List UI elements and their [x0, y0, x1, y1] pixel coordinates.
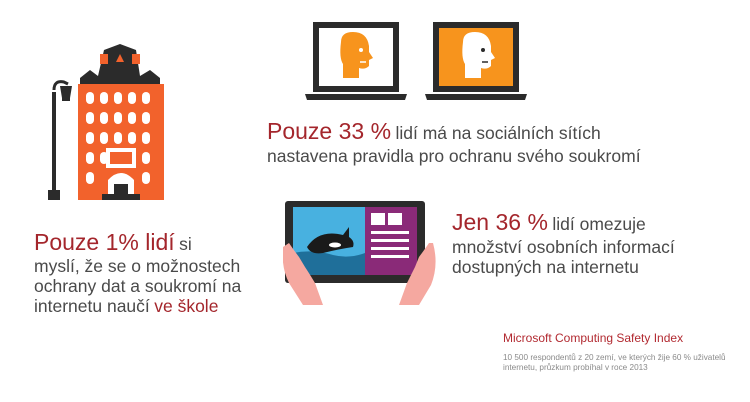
source-note: Microsoft Computing Safety Index 10 500 …	[503, 331, 748, 373]
fact-building-text-3: ochrany dat a soukromí na	[34, 276, 242, 296]
fact-building-text-2: myslí, že se o možnostech	[34, 256, 241, 276]
orca-icon	[307, 227, 354, 254]
building-icon	[78, 44, 164, 200]
fact-building-text-4: internetu naučí	[34, 296, 150, 316]
face-icon	[340, 32, 373, 78]
source-description-1: 10 500 respondentů z 20 zemí, ve kterých…	[503, 353, 726, 362]
source-description-2: internetu, průzkum probíhal v roce 2013	[503, 363, 648, 372]
fact-laptops-highlight: Pouze 33 %	[267, 118, 392, 144]
fact-building-highlight: Pouze 1% lidí	[34, 229, 175, 255]
street-lamp-icon	[48, 80, 72, 200]
source-title: Microsoft Computing Safety Index	[503, 331, 684, 345]
tablet-illustration	[283, 201, 436, 305]
fact-building: Pouze 1% lidí si myslí, že se o možnoste…	[34, 229, 279, 317]
fact-tablet-text-2: množství osobních informací	[452, 237, 675, 257]
fact-laptops: Pouze 33 % lidí má na sociálních sítích …	[267, 118, 687, 166]
fact-tablet-text-3: dostupných na internetu	[452, 257, 639, 277]
laptop-icon	[425, 22, 527, 100]
laptop-icon	[305, 22, 407, 100]
fact-tablet: Jen 36 % lidí omezuje množství osobních …	[452, 209, 702, 277]
fact-building-highlight-end: ve škole	[154, 296, 219, 316]
fact-laptops-text-2: nastavena pravidla pro ochranu svého sou…	[267, 146, 641, 166]
face-icon	[462, 32, 495, 78]
laptops-illustration	[305, 22, 527, 100]
hands-icon	[283, 243, 436, 305]
tablet-icon	[285, 201, 425, 283]
building-illustration	[48, 44, 164, 200]
fact-building-text-1: si	[179, 234, 192, 254]
fact-tablet-highlight: Jen 36 %	[452, 209, 548, 235]
fact-tablet-text-1: lidí omezuje	[552, 214, 646, 234]
fact-laptops-text-1: lidí má na sociálních sítích	[395, 123, 601, 143]
